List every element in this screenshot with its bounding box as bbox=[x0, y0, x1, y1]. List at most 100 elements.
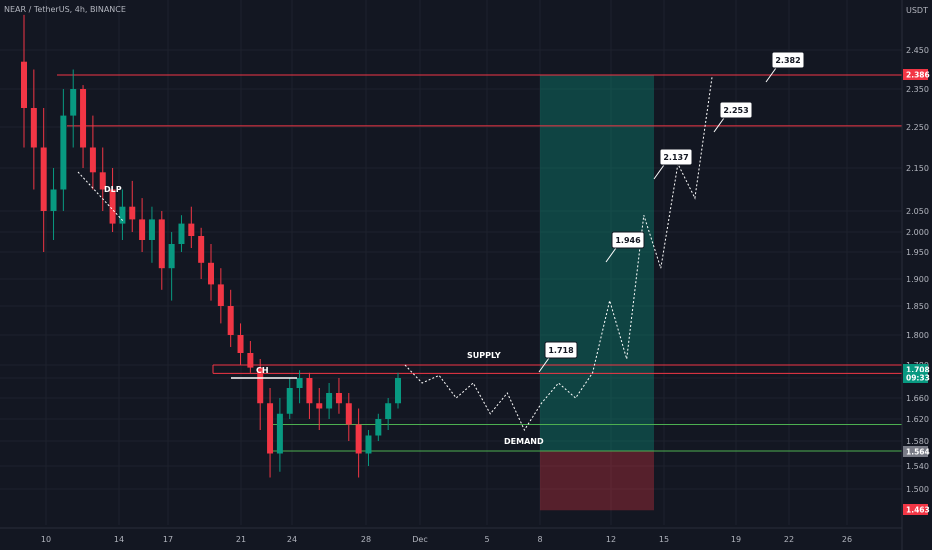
symbol-title: NEAR / TetherUS, 4h, BINANCE bbox=[4, 5, 126, 14]
candle-body bbox=[335, 393, 342, 404]
candle-body bbox=[21, 61, 27, 108]
dlp-trendline bbox=[77, 171, 125, 223]
candle-body bbox=[80, 89, 87, 148]
callout-value: 2.137 bbox=[663, 153, 688, 162]
projection-path bbox=[404, 77, 713, 432]
time-tick-label: 17 bbox=[163, 535, 173, 544]
dlp-label: DLP bbox=[104, 185, 122, 194]
candle-body bbox=[257, 367, 264, 404]
candle bbox=[355, 408, 362, 478]
price-tag-value: 09:33 bbox=[906, 374, 930, 383]
candle bbox=[198, 227, 205, 279]
candle-body bbox=[355, 424, 362, 454]
time-tick-label: 8 bbox=[537, 535, 542, 544]
price-tick-label: 2.050 bbox=[906, 207, 929, 216]
time-tick-label: 10 bbox=[41, 535, 51, 544]
price-tick-label: 2.450 bbox=[906, 46, 929, 55]
currency-label: USDT bbox=[906, 6, 928, 15]
candle-body bbox=[168, 244, 175, 269]
price-tag-value: 1.564 bbox=[906, 448, 930, 457]
price-callout: 1.718 bbox=[538, 341, 578, 373]
candle bbox=[129, 180, 136, 232]
price-tick-label: 2.150 bbox=[906, 164, 929, 173]
price-tick-label: 1.660 bbox=[906, 394, 929, 403]
candle bbox=[267, 388, 274, 478]
candle-body bbox=[316, 403, 323, 409]
candle bbox=[99, 147, 106, 211]
candle bbox=[188, 206, 195, 248]
candle bbox=[316, 388, 323, 430]
callout-value: 2.382 bbox=[775, 56, 800, 65]
price-callout: 2.137 bbox=[653, 148, 693, 180]
candle bbox=[326, 383, 333, 419]
callout-box bbox=[719, 101, 753, 119]
candle-body bbox=[296, 378, 303, 388]
callout-box bbox=[659, 148, 693, 166]
price-tick-label: 1.580 bbox=[906, 437, 929, 446]
time-tick-label: 28 bbox=[361, 535, 371, 544]
candle bbox=[286, 378, 293, 419]
candle bbox=[345, 393, 352, 441]
ch-label: CH bbox=[256, 366, 269, 375]
price-tick-label: 2.250 bbox=[906, 123, 929, 132]
candle bbox=[306, 372, 313, 419]
price-tick-label: 1.500 bbox=[906, 485, 929, 494]
candle-body bbox=[326, 393, 333, 409]
time-tick-label: 24 bbox=[287, 535, 297, 544]
price-tick-label: 1.540 bbox=[906, 462, 929, 471]
price-callout: 1.946 bbox=[605, 231, 645, 263]
candle-body bbox=[375, 419, 382, 436]
price-tick-label: 1.950 bbox=[906, 248, 929, 257]
candle-body bbox=[395, 378, 401, 404]
price-tag-value: 1.463 bbox=[906, 506, 930, 515]
price-tick-label: 1.800 bbox=[906, 331, 929, 340]
demand-label: DEMAND bbox=[504, 437, 544, 446]
candle bbox=[40, 108, 47, 252]
time-tick-label: 15 bbox=[659, 535, 669, 544]
candle-body bbox=[109, 189, 116, 224]
time-tick-label: 21 bbox=[236, 535, 246, 544]
callout-box bbox=[611, 231, 645, 249]
candle-body bbox=[208, 262, 214, 285]
price-tag-box bbox=[903, 446, 928, 457]
price-tag-box bbox=[903, 69, 928, 80]
candle-body bbox=[119, 206, 126, 224]
candle bbox=[80, 85, 87, 168]
candle-body bbox=[158, 219, 165, 269]
candle bbox=[296, 370, 303, 404]
candle-body bbox=[148, 219, 155, 240]
price-tag-value: 2.386 bbox=[906, 71, 930, 80]
candle bbox=[385, 398, 392, 430]
price-tag: 1.564 bbox=[903, 446, 930, 457]
candle bbox=[208, 244, 214, 301]
callout-value: 2.253 bbox=[723, 106, 748, 115]
candle bbox=[168, 232, 175, 301]
candle bbox=[227, 289, 234, 347]
candle-body bbox=[60, 115, 67, 190]
candle-body bbox=[89, 147, 96, 173]
time-tick-label: 14 bbox=[114, 535, 124, 544]
time-tick-label: 19 bbox=[731, 535, 741, 544]
candle bbox=[178, 215, 185, 252]
candle bbox=[158, 211, 165, 290]
time-tick-label: 12 bbox=[606, 535, 616, 544]
candle bbox=[139, 198, 146, 252]
time-tick-label: 26 bbox=[842, 535, 852, 544]
time-tick-label: 22 bbox=[784, 535, 794, 544]
candle bbox=[276, 398, 283, 472]
candle-body bbox=[50, 189, 57, 211]
callout-pointer bbox=[653, 164, 665, 180]
candle-body bbox=[217, 284, 224, 306]
price-tick-label: 2.000 bbox=[906, 228, 929, 237]
price-tag-box bbox=[903, 504, 928, 515]
callout-pointer bbox=[713, 117, 725, 133]
candle bbox=[395, 372, 401, 409]
price-callout: 2.382 bbox=[765, 51, 805, 83]
candle bbox=[365, 430, 372, 466]
candle-body bbox=[40, 147, 47, 211]
candle-body bbox=[286, 388, 293, 414]
price-tick-label: 2.350 bbox=[906, 85, 929, 94]
candle-body bbox=[139, 219, 146, 240]
price-tag-box bbox=[903, 364, 928, 375]
